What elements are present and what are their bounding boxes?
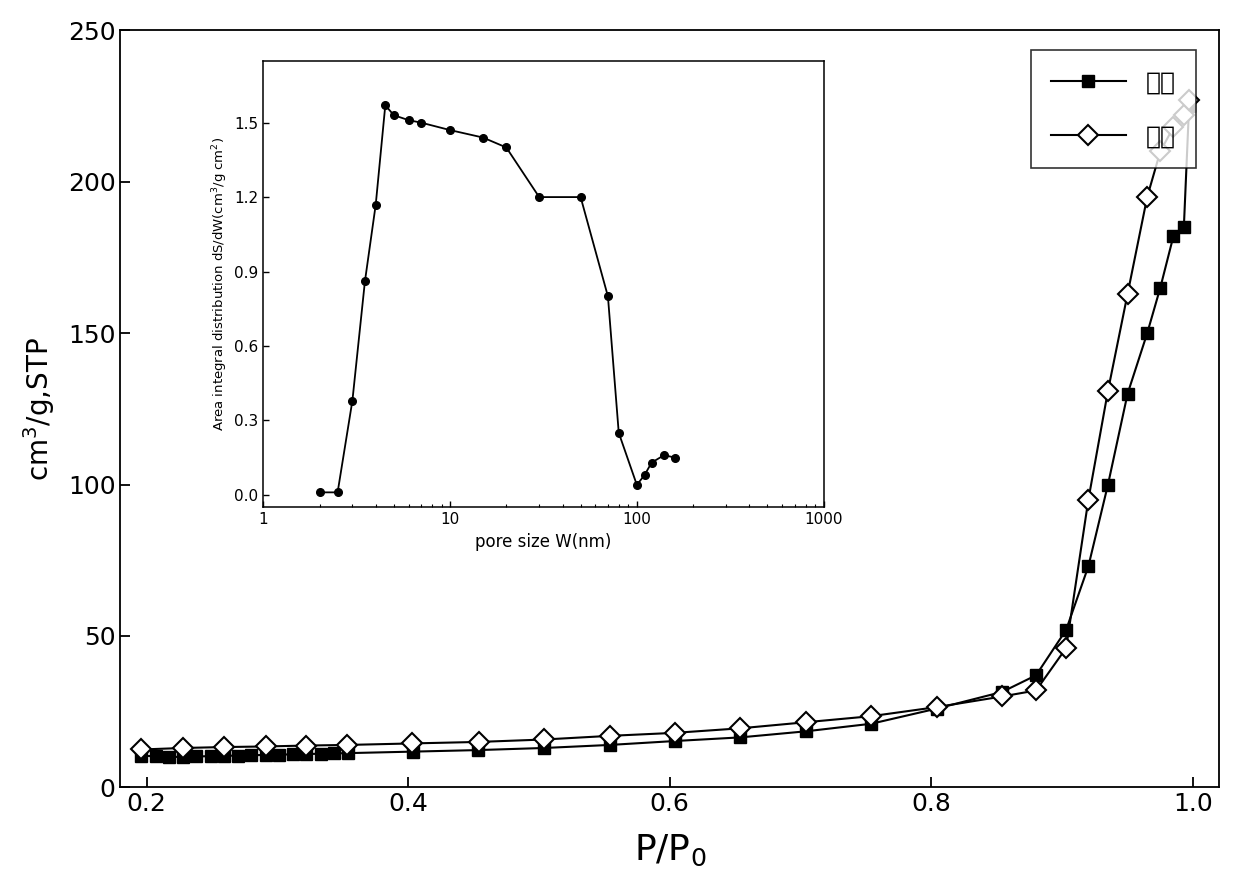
- 脱附: [537, 734, 552, 745]
- 吸附: [799, 726, 813, 737]
- 吸附: [1166, 231, 1180, 242]
- 脱附: [864, 711, 879, 722]
- 吸附: [285, 749, 300, 760]
- 吸附: [176, 751, 191, 762]
- 脱附: [1177, 109, 1192, 120]
- 吸附: [667, 736, 682, 747]
- 吸附: [1029, 670, 1044, 681]
- 吸附: [1177, 222, 1192, 233]
- 吸附: [149, 751, 164, 762]
- 吸附: [1182, 100, 1197, 111]
- 吸附: [258, 749, 273, 760]
- 吸附: [203, 751, 218, 762]
- 吸附: [231, 750, 246, 761]
- 脱附: [799, 717, 813, 727]
- 脱附: [603, 731, 618, 741]
- 吸附: [216, 750, 231, 761]
- 脱附: [1140, 191, 1154, 202]
- 脱附: [258, 741, 273, 752]
- 脱附: [1166, 122, 1180, 132]
- 脱附: [1029, 685, 1044, 696]
- 脱附: [1153, 146, 1168, 156]
- 吸附: [1081, 561, 1096, 572]
- 脱附: [176, 742, 191, 753]
- 吸附: [405, 746, 420, 757]
- 吸附: [733, 732, 748, 742]
- 吸附: [470, 745, 485, 756]
- 脱附: [929, 701, 944, 712]
- 吸附: [299, 749, 314, 759]
- 脱附: [1101, 385, 1116, 396]
- 吸附: [188, 751, 203, 762]
- 脱附: [667, 727, 682, 738]
- 脱附: [216, 741, 231, 752]
- 吸附: [134, 750, 149, 761]
- 脱附: [733, 723, 748, 733]
- 脱附: [1059, 643, 1074, 653]
- 吸附: [1120, 388, 1135, 399]
- 吸附: [341, 748, 356, 758]
- 脱附: [340, 740, 355, 750]
- 吸附: [929, 703, 944, 714]
- 吸附: [1101, 479, 1116, 490]
- 吸附: [603, 740, 618, 750]
- Line: 吸附: 吸附: [136, 100, 1194, 763]
- 脱附: [134, 744, 149, 755]
- 吸附: [1153, 283, 1168, 293]
- 吸附: [244, 750, 259, 761]
- X-axis label: P/P$_0$: P/P$_0$: [634, 833, 706, 869]
- 吸附: [537, 742, 552, 753]
- 吸附: [994, 686, 1009, 697]
- 脱附: [404, 738, 419, 749]
- 脱附: [1182, 94, 1197, 105]
- 脱附: [1081, 494, 1096, 505]
- 吸附: [314, 749, 329, 759]
- 吸附: [272, 749, 286, 760]
- Line: 脱附: 脱附: [134, 93, 1197, 757]
- 脱附: [1120, 288, 1135, 299]
- 脱附: [994, 691, 1009, 701]
- 脱附: [471, 737, 486, 748]
- 吸附: [1140, 328, 1154, 339]
- 脱附: [299, 741, 314, 751]
- 吸附: [1059, 625, 1074, 636]
- Y-axis label: cm$^3$/g,STP: cm$^3$/g,STP: [21, 337, 57, 481]
- 吸附: [864, 718, 879, 729]
- 吸附: [326, 748, 341, 758]
- Legend: 吸附, 脱附: 吸附, 脱附: [1030, 51, 1195, 168]
- 吸附: [161, 752, 176, 763]
